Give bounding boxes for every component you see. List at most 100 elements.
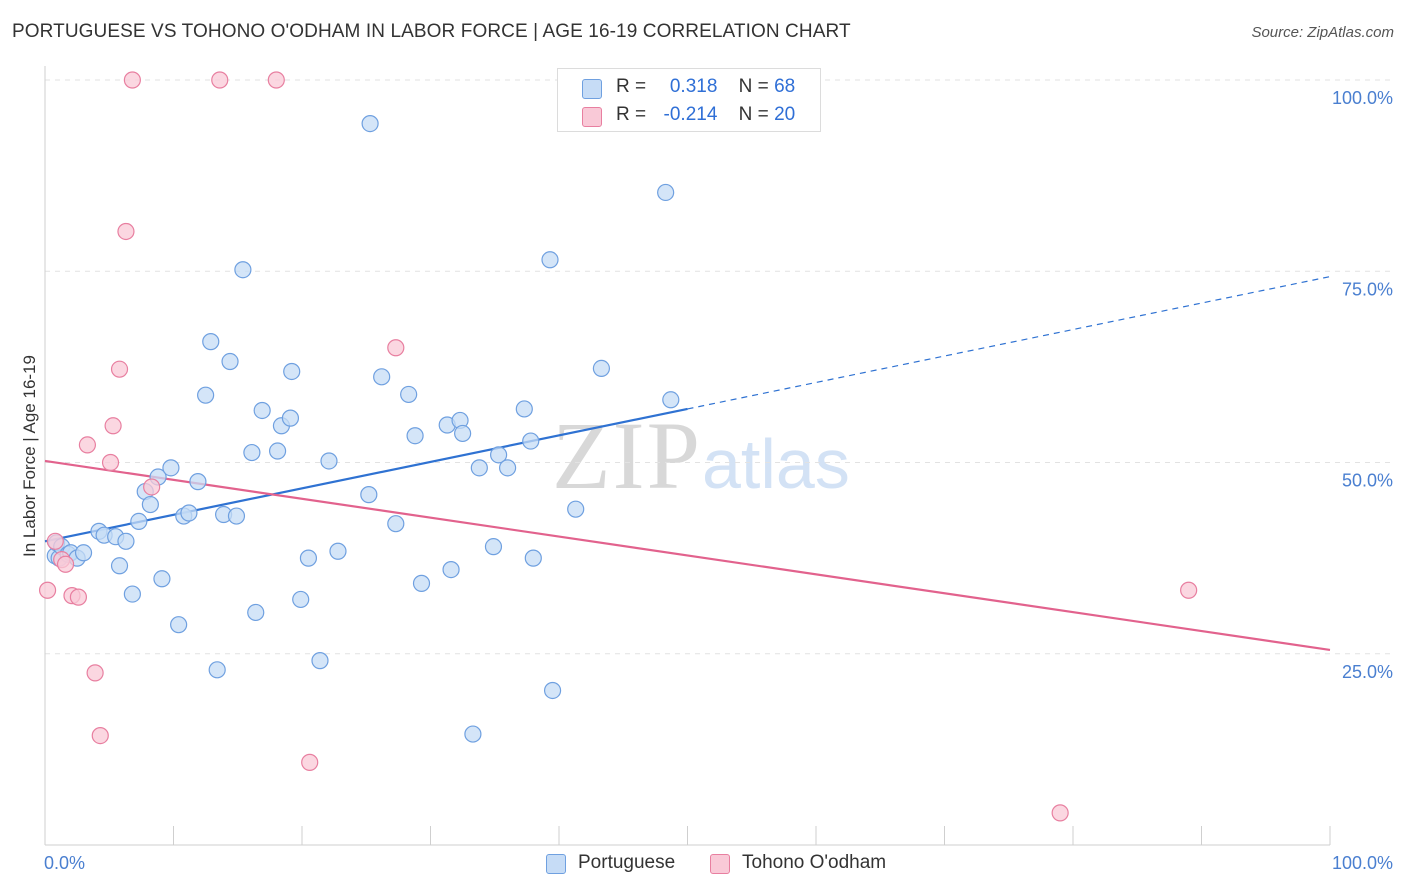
- point-tohono: [1180, 581, 1198, 599]
- legend-n-label: N =: [738, 76, 769, 97]
- point-portuguese: [442, 560, 460, 579]
- point-portuguese: [221, 352, 239, 371]
- legend-swatch-tohono: [582, 107, 602, 127]
- x-tick-label: 100.0%: [1332, 853, 1393, 873]
- legend-r-value: 0.318: [669, 76, 718, 97]
- series-label-portuguese: Portuguese: [578, 852, 676, 873]
- point-portuguese: [123, 585, 141, 603]
- point-portuguese: [180, 504, 198, 522]
- point-tohono: [104, 417, 122, 435]
- point-tohono: [91, 727, 109, 745]
- point-portuguese: [329, 542, 347, 560]
- point-portuguese: [247, 603, 265, 622]
- data-points: [38, 71, 1198, 822]
- point-portuguese: [499, 459, 517, 477]
- point-portuguese: [657, 183, 675, 202]
- point-portuguese: [243, 443, 261, 462]
- point-portuguese: [117, 532, 135, 550]
- point-portuguese: [412, 574, 431, 592]
- gridlines: [45, 79, 1392, 655]
- source-credit: Source: ZipAtlas.com: [1251, 24, 1394, 41]
- point-tohono: [101, 453, 120, 472]
- legend-r-label: R =: [616, 76, 647, 97]
- legend-n-value: 20: [774, 104, 796, 125]
- point-portuguese: [592, 359, 611, 378]
- point-tohono: [211, 71, 229, 89]
- point-tohono: [78, 436, 97, 454]
- point-tohono: [69, 588, 88, 606]
- point-portuguese: [292, 590, 310, 609]
- point-portuguese: [490, 446, 508, 464]
- point-tohono: [110, 360, 129, 378]
- y-tick-label: 50.0%: [1342, 471, 1393, 491]
- point-tohono: [86, 664, 104, 682]
- point-portuguese: [567, 500, 585, 518]
- point-portuguese: [522, 432, 540, 450]
- point-tohono: [387, 339, 405, 357]
- point-portuguese: [170, 616, 188, 634]
- series-label-tohono: Tohono O'odham: [742, 852, 887, 873]
- point-portuguese: [202, 333, 220, 351]
- series-swatch-portuguese: [546, 854, 566, 874]
- point-portuguese: [299, 549, 318, 567]
- point-portuguese: [464, 725, 482, 743]
- point-portuguese: [162, 459, 180, 477]
- trendline-portuguese: [44, 407, 688, 543]
- chart-title: PORTUGUESE VS TOHONO O'ODHAM IN LABOR FO…: [12, 21, 851, 42]
- point-portuguese: [130, 512, 148, 531]
- point-portuguese: [74, 544, 93, 562]
- point-tohono: [1051, 804, 1069, 822]
- trendline-portuguese-extension: [687, 276, 1331, 410]
- point-portuguese: [189, 473, 207, 491]
- point-tohono: [301, 753, 319, 771]
- point-portuguese: [387, 515, 405, 533]
- point-portuguese: [197, 386, 215, 404]
- point-portuguese: [311, 652, 329, 670]
- tick-labels: 25.0% 50.0% 75.0% 100.0% 0.0% 100.0%: [44, 88, 1393, 873]
- legend-n-value: 68: [774, 76, 796, 97]
- point-portuguese: [524, 549, 542, 567]
- point-tohono: [143, 478, 161, 496]
- point-portuguese: [541, 251, 559, 269]
- point-tohono: [56, 555, 75, 573]
- point-portuguese: [268, 442, 287, 460]
- point-portuguese: [208, 661, 226, 679]
- y-tick-label: 25.0%: [1342, 662, 1393, 682]
- point-portuguese: [470, 459, 488, 477]
- correlation-legend: R = 0.318 N = 68 R = -0.214 N = 20: [557, 68, 821, 132]
- y-tick-label: 75.0%: [1342, 279, 1393, 299]
- point-portuguese: [400, 385, 418, 404]
- trend-lines: [44, 276, 1331, 652]
- point-tohono: [117, 222, 135, 241]
- point-portuguese: [543, 681, 562, 700]
- point-portuguese: [373, 368, 391, 386]
- point-portuguese: [153, 570, 171, 588]
- legend-r-label: R =: [616, 104, 647, 125]
- point-tohono: [38, 581, 57, 599]
- point-portuguese: [484, 538, 503, 556]
- point-tohono: [267, 71, 285, 89]
- y-tick-label: 100.0%: [1332, 88, 1393, 108]
- trendline-tohono: [44, 459, 1331, 652]
- point-portuguese: [662, 391, 680, 409]
- point-portuguese: [234, 261, 252, 279]
- axes: [44, 66, 1331, 846]
- point-portuguese: [515, 400, 533, 418]
- point-portuguese: [320, 452, 338, 470]
- point-portuguese: [406, 427, 424, 445]
- point-portuguese: [454, 424, 472, 443]
- legend-swatch-portuguese: [582, 79, 602, 99]
- legend-n-label: N =: [738, 104, 769, 125]
- point-portuguese: [227, 507, 246, 525]
- point-portuguese: [361, 115, 379, 133]
- point-portuguese: [281, 409, 300, 427]
- point-portuguese: [141, 495, 159, 514]
- point-portuguese: [253, 401, 271, 420]
- legend-r-value: -0.214: [663, 104, 718, 125]
- series-swatch-tohono: [710, 854, 730, 874]
- point-portuguese: [110, 557, 129, 575]
- point-tohono: [46, 532, 64, 550]
- point-portuguese: [283, 362, 301, 381]
- point-portuguese: [360, 486, 378, 504]
